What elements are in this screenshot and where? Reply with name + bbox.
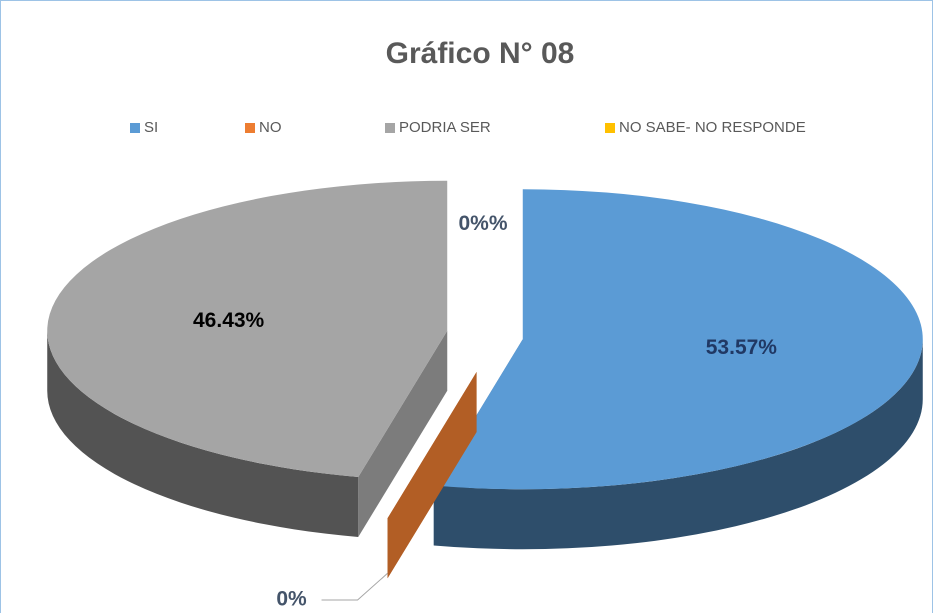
slice-wall	[433, 339, 923, 550]
slice-wall	[47, 330, 359, 537]
slice	[433, 189, 923, 490]
data-label: 46.43%	[193, 309, 265, 332]
data-label: 53.57%	[706, 336, 778, 359]
slice-side	[358, 330, 448, 537]
legend-swatch	[130, 123, 140, 133]
legend-label: PODRIA SER	[399, 119, 491, 136]
legend-label: NO SABE- NO RESPONDE	[619, 119, 806, 136]
leader-line	[321, 572, 388, 601]
legend-label: NO	[259, 119, 282, 136]
legend-swatch	[385, 123, 395, 133]
data-label: 0%%	[458, 212, 507, 235]
legend-swatch	[605, 123, 615, 133]
legend-label: SI	[144, 119, 158, 136]
legend-swatch	[245, 123, 255, 133]
data-label: 0%	[276, 588, 307, 611]
slice-side	[387, 372, 477, 579]
chart-title: Gráfico N° 08	[386, 37, 575, 70]
slice	[47, 180, 448, 477]
